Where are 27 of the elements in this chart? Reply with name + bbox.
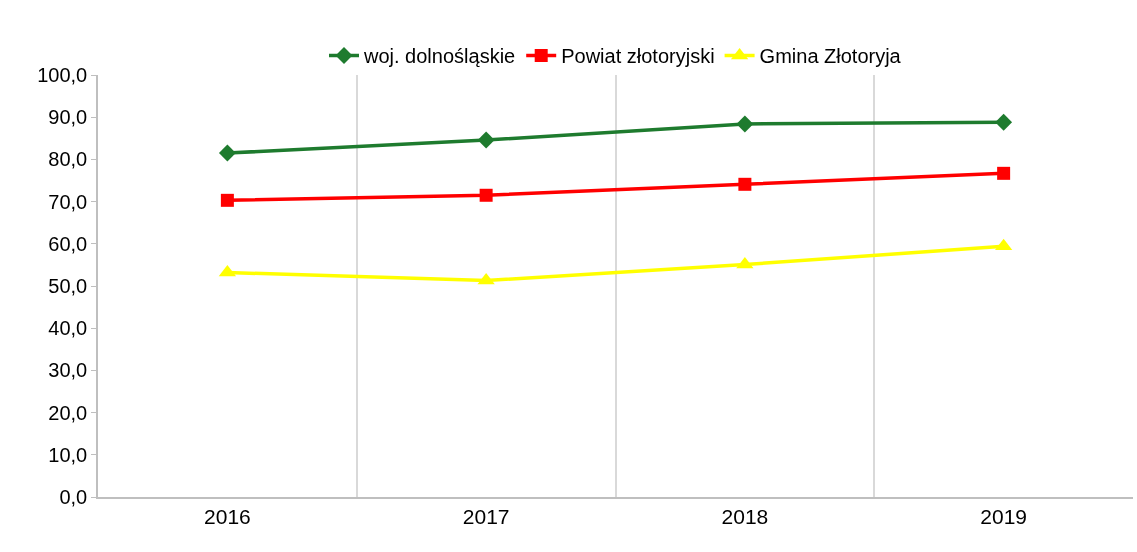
y-tick-label: 20,0 <box>48 401 88 424</box>
legend-label: Gmina Złotoryja <box>759 45 902 68</box>
point <box>997 166 1011 180</box>
y-tick-label: 30,0 <box>48 359 88 382</box>
y-tick-label: 100,0 <box>37 64 88 86</box>
y-tick-label: 90,0 <box>48 106 88 129</box>
point <box>736 115 754 133</box>
y-tick-label: 80,0 <box>48 148 88 171</box>
point <box>218 144 236 162</box>
legend-label: woj. dolnośląskie <box>363 45 516 68</box>
y-tick-label: 0,0 <box>59 486 88 508</box>
point <box>477 131 495 149</box>
point <box>479 188 493 202</box>
x-tick-label: 2019 <box>980 504 1027 528</box>
x-tick-label: 2016 <box>204 504 251 528</box>
x-tick-label: 2017 <box>462 504 510 528</box>
point <box>738 177 752 191</box>
y-tick-label: 10,0 <box>48 443 88 466</box>
point <box>736 256 754 269</box>
point <box>995 113 1013 131</box>
x-tick-label: 2018 <box>721 504 769 528</box>
legend-label: Powiat złotoryjski <box>561 45 715 68</box>
y-tick-label: 70,0 <box>48 190 88 213</box>
y-tick-label: 50,0 <box>48 275 88 297</box>
y-tick-label: 40,0 <box>48 317 88 340</box>
point <box>220 193 234 207</box>
y-tick-label: 60,0 <box>48 232 88 255</box>
